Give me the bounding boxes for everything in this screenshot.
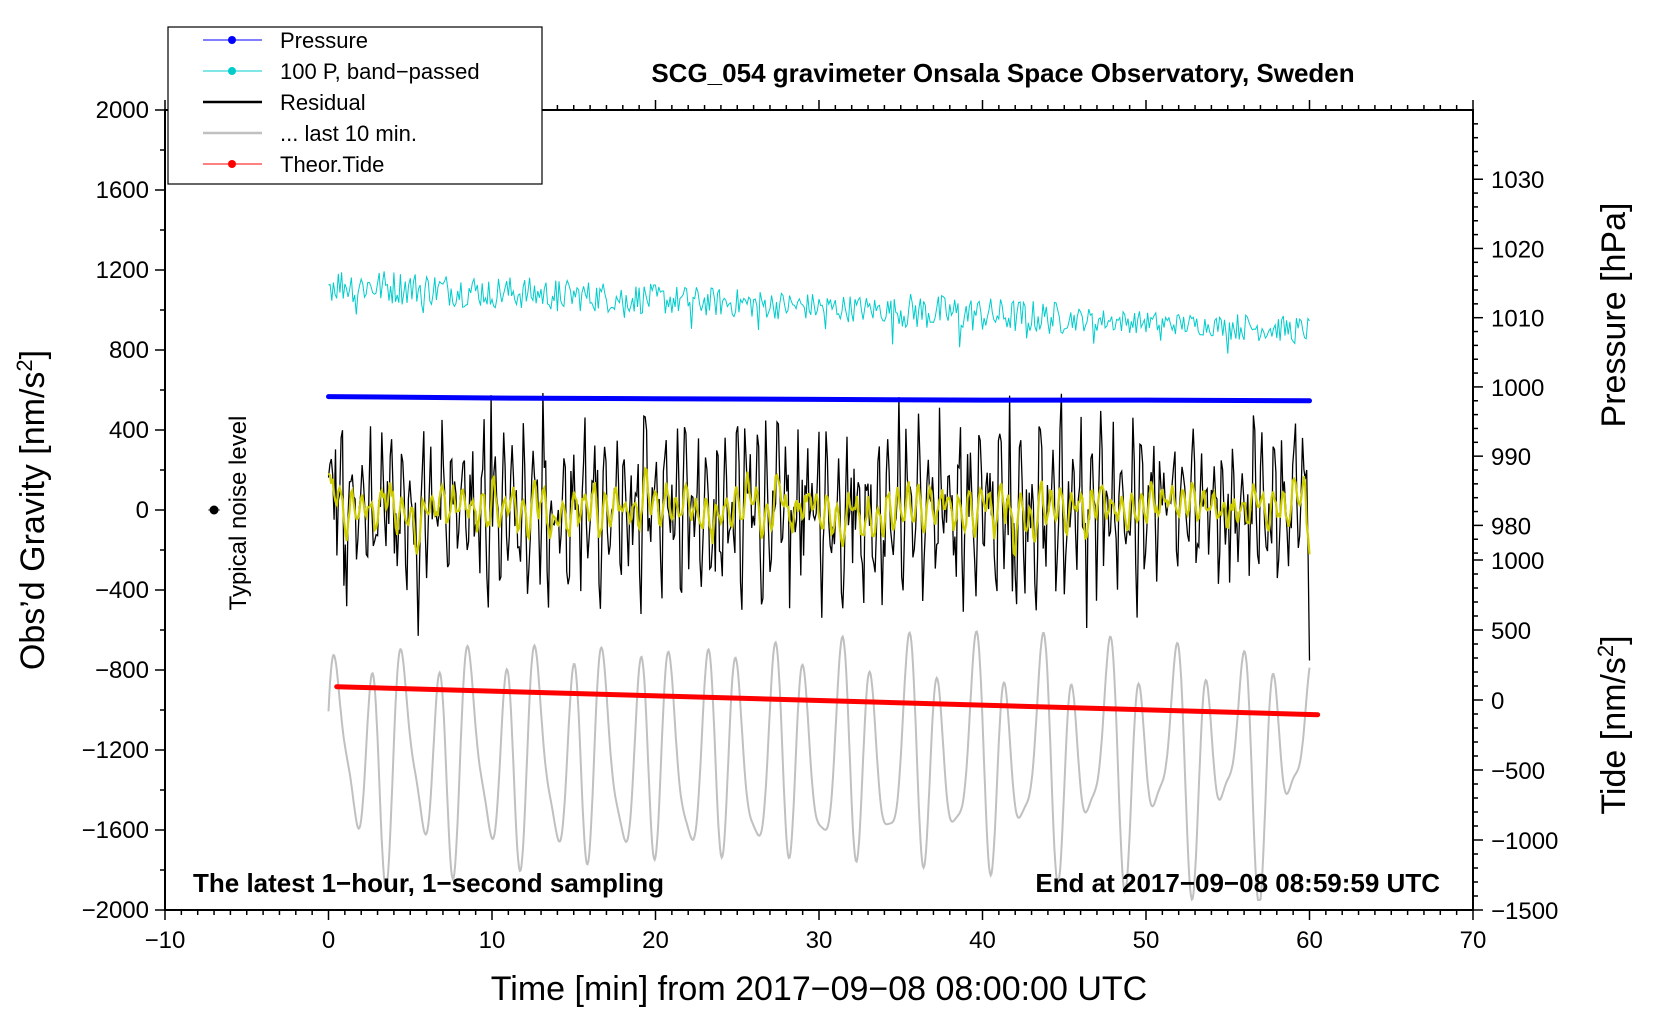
x-tick-label: 60: [1296, 927, 1323, 954]
y-tick-label: 2000: [96, 97, 149, 124]
pressure-tick-label: 1000: [1491, 375, 1544, 402]
x-tick-label: 0: [322, 927, 335, 954]
y-tick-label: −400: [95, 577, 149, 604]
text-layer: Time [min] from 2017−09−08 08:00:00 UTC O…: [12, 58, 1634, 1008]
legend-swatch-marker: [228, 160, 236, 168]
legend-swatch-marker: [228, 36, 236, 44]
y-tick-label: −1200: [82, 737, 149, 764]
series-pressure-bandpassed-line: [329, 271, 1310, 353]
y-tick-label: −2000: [82, 897, 149, 924]
y-tick-label: 1200: [96, 257, 149, 284]
legend-swatch-marker: [228, 67, 236, 75]
x-tick-label: 70: [1460, 927, 1487, 954]
legend-label: ... last 10 min.: [280, 121, 417, 146]
y-tick-label: 800: [109, 337, 149, 364]
series-last-10-min-line: [329, 632, 1310, 900]
noise-annotation: Typical noise level: [225, 416, 252, 611]
pressure-tick-label: 1030: [1491, 167, 1544, 194]
y-axis-label-pressure: Pressure [hPa]: [1595, 203, 1633, 428]
note-end-time: End at 2017−09−08 08:59:59 UTC: [1035, 868, 1440, 898]
pressure-tick-label: 990: [1491, 444, 1531, 471]
tide-tick-label: −1000: [1491, 828, 1558, 855]
legend-label: Pressure: [280, 28, 368, 53]
y-tick-label: 0: [136, 497, 149, 524]
data-layer: [208, 271, 1318, 900]
gravity-chart: −10 0 10 20 30 40 50 60 702000160012008004000−40…: [0, 0, 1660, 1020]
pressure-tick-label: 1010: [1491, 306, 1544, 333]
x-tick-label: 40: [969, 927, 996, 954]
y-tick-label: −800: [95, 657, 149, 684]
tide-tick-label: −500: [1491, 758, 1545, 785]
y-axis-label-left: Obs’d Gravity [nm/s2]: [12, 350, 53, 670]
tide-tick-label: 1000: [1491, 548, 1544, 575]
y-tick-label: 1600: [96, 177, 149, 204]
pressure-tick-label: 1020: [1491, 236, 1544, 263]
legend-label: Theor.Tide: [280, 152, 384, 177]
x-tick-label: 10: [479, 927, 506, 954]
x-tick-label: 50: [1133, 927, 1160, 954]
legend: Pressure 100 P, band−passed Residual ... la…: [168, 27, 542, 184]
x-tick-label: −10: [145, 927, 186, 954]
tide-tick-label: −1500: [1491, 898, 1558, 925]
tide-tick-label: 500: [1491, 618, 1531, 645]
x-tick-label: 30: [806, 927, 833, 954]
y-axis-label-tide: Tide [nm/s2]: [1593, 635, 1634, 814]
noise-marker-dot: [210, 506, 219, 515]
legend-label: 100 P, band−passed: [280, 59, 480, 84]
series-pressure-line: [329, 397, 1310, 401]
chart-title: SCG_054 gravimeter Onsala Space Observat…: [651, 58, 1354, 88]
y-tick-label: 400: [109, 417, 149, 444]
note-latest-hour: The latest 1−hour, 1−second sampling: [193, 868, 664, 898]
x-tick-label: 20: [642, 927, 669, 954]
tide-tick-label: 0: [1491, 688, 1504, 715]
y-tick-label: −1600: [82, 817, 149, 844]
pressure-tick-label: 980: [1491, 513, 1531, 540]
legend-label: Residual: [280, 90, 366, 115]
x-axis-label: Time [min] from 2017−09−08 08:00:00 UTC: [491, 970, 1147, 1008]
